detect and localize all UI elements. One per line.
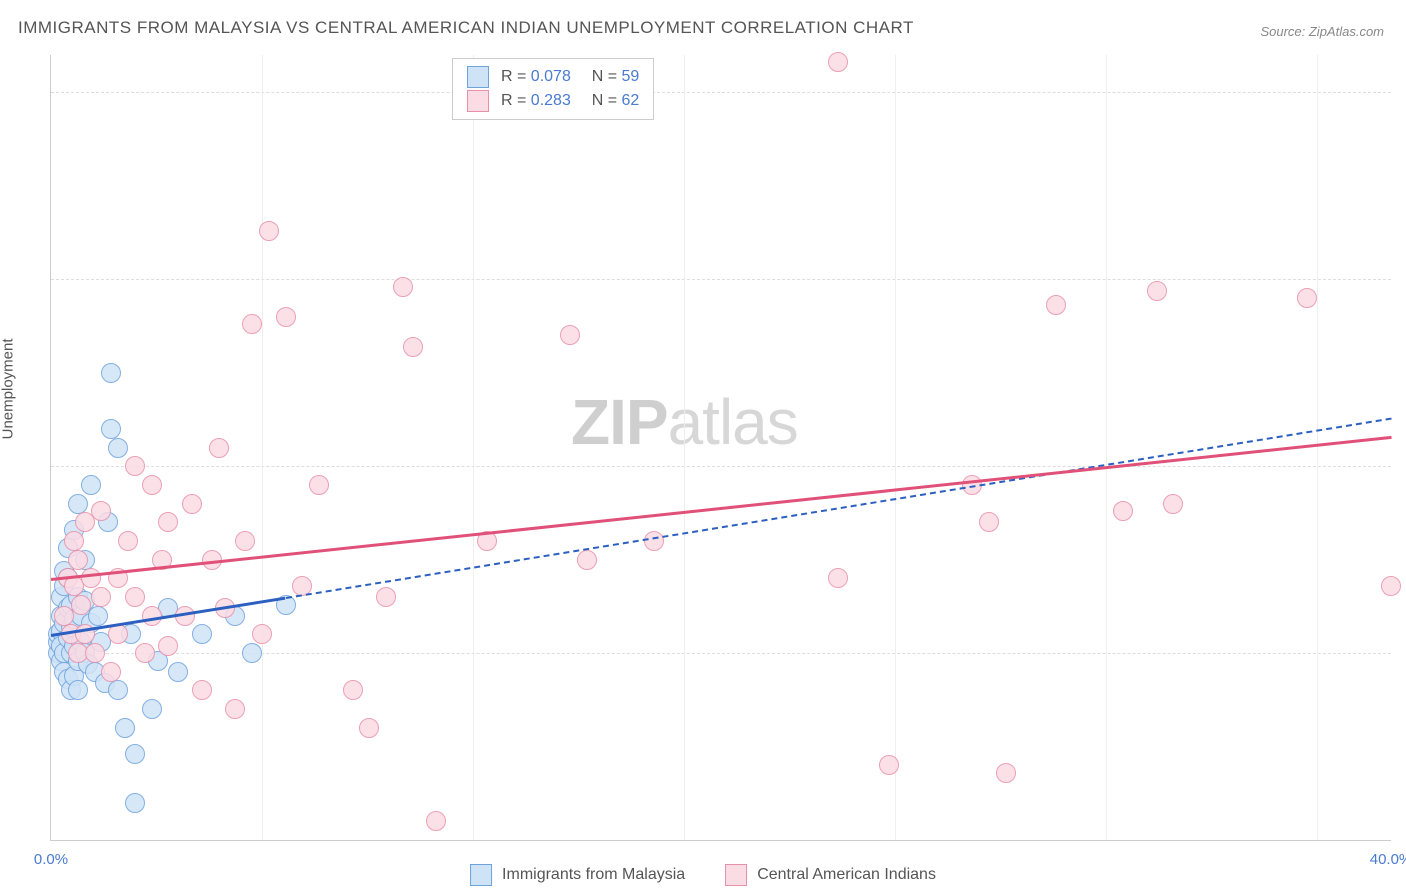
y-tick-label: 5.0%	[1398, 645, 1406, 662]
source-attribution: Source: ZipAtlas.com	[1260, 24, 1384, 39]
legend-item-malaysia: Immigrants from Malaysia	[470, 864, 685, 886]
data-point	[192, 680, 212, 700]
y-axis-label: Unemployment	[0, 338, 17, 439]
data-point	[996, 763, 1016, 783]
data-point	[359, 718, 379, 738]
correlation-legend-row: R = 0.078 N = 59	[467, 65, 639, 89]
data-point	[168, 662, 188, 682]
data-point	[1147, 281, 1167, 301]
data-point	[309, 475, 329, 495]
data-point	[108, 680, 128, 700]
data-point	[1297, 288, 1317, 308]
data-point	[101, 363, 121, 383]
gridline-h	[51, 92, 1391, 93]
data-point	[242, 314, 262, 334]
gridline-h	[51, 466, 1391, 467]
data-point	[376, 587, 396, 607]
scatter-plot-area: ZIPatlas 5.0%10.0%15.0%20.0%0.0%40.0%	[50, 55, 1391, 841]
gridline-h	[51, 279, 1391, 280]
data-point	[259, 221, 279, 241]
data-point	[1046, 295, 1066, 315]
data-point	[91, 501, 111, 521]
data-point	[225, 699, 245, 719]
correlation-legend: R = 0.078 N = 59R = 0.283 N = 62	[452, 58, 654, 120]
data-point	[276, 307, 296, 327]
legend-label: Immigrants from Malaysia	[502, 866, 685, 884]
data-point	[142, 475, 162, 495]
data-point	[115, 718, 135, 738]
data-point	[252, 624, 272, 644]
data-point	[426, 811, 446, 831]
gridline-v	[262, 55, 263, 840]
data-point	[644, 531, 664, 551]
swatch-icon	[470, 864, 492, 886]
data-point	[81, 568, 101, 588]
data-point	[343, 680, 363, 700]
data-point	[158, 636, 178, 656]
n-label: N = 59	[583, 65, 639, 89]
n-label: N = 62	[583, 89, 639, 113]
data-point	[879, 755, 899, 775]
data-point	[135, 643, 155, 663]
swatch-icon	[467, 90, 489, 112]
data-point	[1381, 576, 1401, 596]
data-point	[182, 494, 202, 514]
data-point	[560, 325, 580, 345]
data-point	[393, 277, 413, 297]
data-point	[125, 744, 145, 764]
data-point	[64, 531, 84, 551]
gridline-v	[473, 55, 474, 840]
gridline-v	[895, 55, 896, 840]
data-point	[1163, 494, 1183, 514]
swatch-icon	[725, 864, 747, 886]
legend-item-cai: Central American Indians	[725, 864, 936, 886]
data-point	[118, 531, 138, 551]
trendline	[51, 436, 1391, 581]
data-point	[68, 550, 88, 570]
legend-label: Central American Indians	[757, 866, 936, 884]
data-point	[85, 643, 105, 663]
data-point	[577, 550, 597, 570]
gridline-v	[1317, 55, 1318, 840]
y-tick-label: 15.0%	[1398, 271, 1406, 288]
data-point	[71, 595, 91, 615]
data-point	[125, 793, 145, 813]
chart-title: IMMIGRANTS FROM MALAYSIA VS CENTRAL AMER…	[18, 18, 914, 38]
data-point	[125, 587, 145, 607]
x-tick-label: 0.0%	[34, 851, 68, 868]
data-point	[91, 587, 111, 607]
data-point	[68, 680, 88, 700]
data-point	[192, 624, 212, 644]
data-point	[142, 699, 162, 719]
data-point	[403, 337, 423, 357]
data-point	[158, 512, 178, 532]
gridline-v	[684, 55, 685, 840]
data-point	[828, 52, 848, 72]
x-tick-label: 40.0%	[1370, 851, 1406, 868]
data-point	[1113, 501, 1133, 521]
data-point	[101, 419, 121, 439]
data-point	[235, 531, 255, 551]
correlation-legend-row: R = 0.283 N = 62	[467, 89, 639, 113]
y-tick-label: 10.0%	[1398, 458, 1406, 475]
watermark-light: atlas	[668, 386, 798, 458]
data-point	[108, 438, 128, 458]
data-point	[108, 624, 128, 644]
data-point	[81, 475, 101, 495]
data-point	[88, 606, 108, 626]
data-point	[209, 438, 229, 458]
data-point	[242, 643, 262, 663]
legend-bottom: Immigrants from Malaysia Central America…	[470, 864, 936, 886]
data-point	[979, 512, 999, 532]
data-point	[125, 456, 145, 476]
data-point	[68, 494, 88, 514]
data-point	[101, 662, 121, 682]
watermark-bold: ZIP	[571, 386, 668, 458]
swatch-icon	[467, 66, 489, 88]
data-point	[828, 568, 848, 588]
gridline-v	[1106, 55, 1107, 840]
r-label: R = 0.283	[501, 89, 571, 113]
r-label: R = 0.078	[501, 65, 571, 89]
y-tick-label: 20.0%	[1398, 84, 1406, 101]
